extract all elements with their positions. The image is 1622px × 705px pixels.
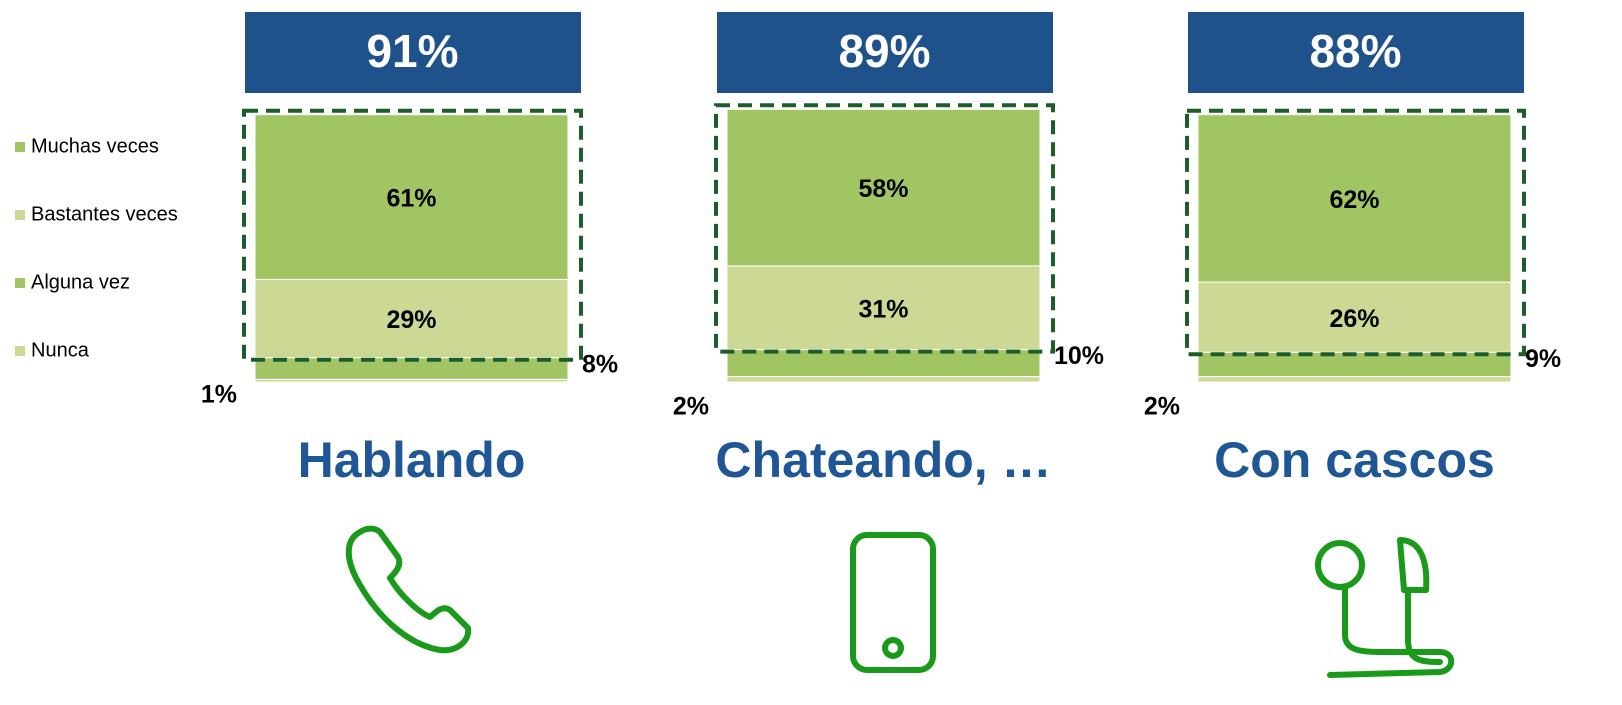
value-label: 10% (1054, 342, 1104, 370)
value-label: 26% (1329, 305, 1379, 333)
bar-segment (726, 108, 1041, 267)
bar-segment (1197, 114, 1512, 283)
legend-label: Alguna vez (31, 271, 130, 293)
total-label: 89% (838, 25, 930, 77)
value-label: 62% (1329, 186, 1379, 214)
bar-segment (1197, 376, 1512, 383)
value-label: 58% (858, 175, 908, 203)
legend-label: Muchas veces (31, 135, 159, 157)
bar-segment (254, 114, 569, 280)
mobile-button (882, 637, 904, 659)
value-label: 61% (386, 185, 436, 213)
value-label: 8% (582, 350, 618, 378)
category-label: Con cascos (1214, 432, 1495, 488)
total-label: 91% (366, 25, 458, 77)
bar-segment (726, 265, 1041, 351)
legend-label: Bastantes veces (31, 203, 178, 225)
value-label: 2% (1144, 393, 1180, 421)
mobile-icon (850, 532, 936, 673)
legend-swatch (15, 210, 25, 220)
total-label: 88% (1309, 25, 1401, 77)
phone-icon (345, 525, 472, 654)
highlight-box (714, 103, 1055, 354)
earphones-icon (1315, 537, 1455, 678)
bar-segment (1197, 281, 1512, 353)
icons (345, 525, 1455, 678)
bar-segment (726, 376, 1041, 383)
value-label: 2% (673, 393, 709, 421)
bar-segment (726, 349, 1041, 378)
bar-segment (254, 278, 569, 359)
value-label: 31% (858, 295, 908, 323)
highlight-box (242, 108, 583, 362)
legend-label: Nunca (31, 339, 90, 361)
value-label: 9% (1525, 345, 1561, 373)
value-label: 1% (201, 381, 237, 409)
total-box (245, 12, 581, 93)
legend-swatch (15, 346, 25, 356)
category-label: Hablando (298, 432, 526, 488)
total-box (717, 12, 1053, 93)
total-box (1188, 12, 1524, 93)
legend-swatch (15, 278, 25, 288)
legend-swatch (15, 142, 25, 152)
category-label: Chateando, … (715, 432, 1051, 488)
highlight-box (1185, 108, 1526, 357)
bar-segment (1197, 351, 1512, 378)
value-label: 29% (386, 306, 436, 334)
